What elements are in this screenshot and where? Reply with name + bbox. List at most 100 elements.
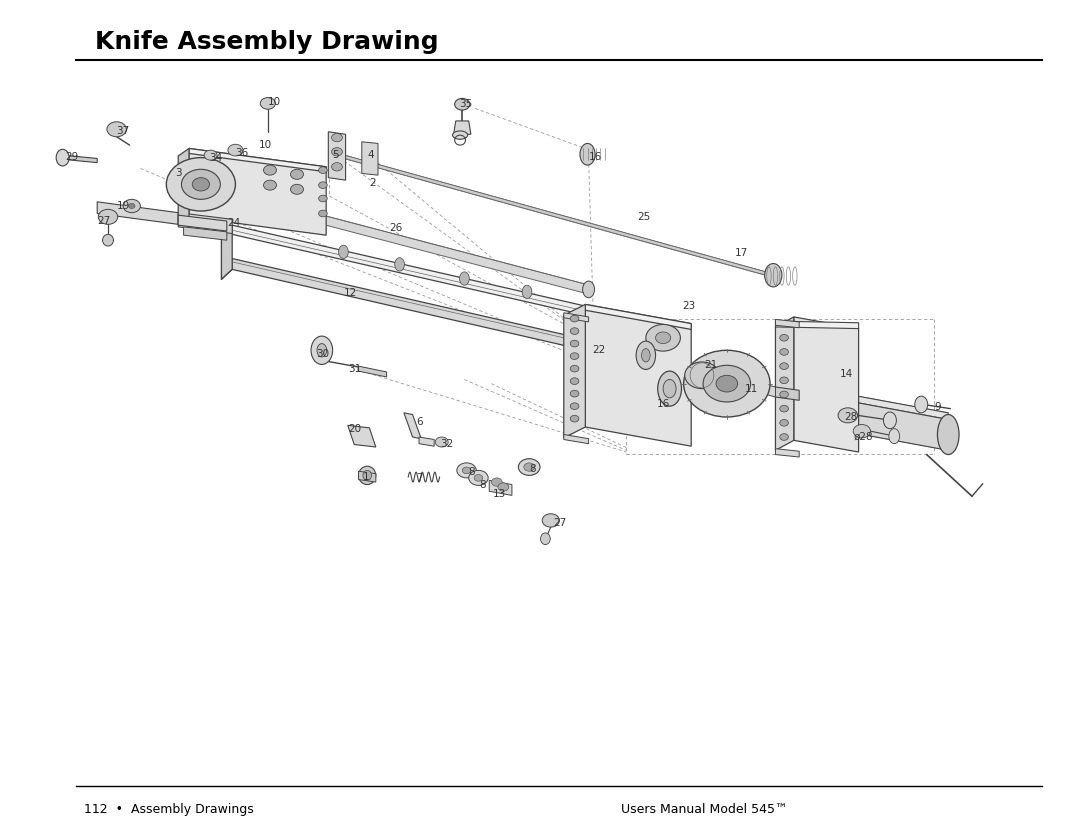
Text: 17: 17 <box>734 248 747 258</box>
Circle shape <box>780 405 788 412</box>
Text: 24: 24 <box>227 218 240 228</box>
Ellipse shape <box>792 389 807 421</box>
Circle shape <box>570 415 579 422</box>
Circle shape <box>166 158 235 211</box>
Text: 30: 30 <box>316 349 329 359</box>
Circle shape <box>469 470 488 485</box>
Ellipse shape <box>460 272 469 285</box>
Text: 23: 23 <box>683 301 696 311</box>
Text: 22: 22 <box>592 345 605 355</box>
Text: 8: 8 <box>469 467 475 477</box>
Circle shape <box>319 195 327 202</box>
Circle shape <box>542 514 559 527</box>
Text: 14: 14 <box>840 369 853 379</box>
Text: 28: 28 <box>845 412 858 422</box>
Ellipse shape <box>523 285 531 299</box>
Ellipse shape <box>937 414 959 455</box>
Polygon shape <box>178 215 227 231</box>
Text: 27: 27 <box>97 216 110 226</box>
Polygon shape <box>794 317 859 452</box>
Text: 2: 2 <box>369 178 376 188</box>
Circle shape <box>264 180 276 190</box>
Circle shape <box>780 377 788 384</box>
Ellipse shape <box>582 281 595 298</box>
Circle shape <box>518 459 540 475</box>
Text: 10: 10 <box>268 97 281 107</box>
Circle shape <box>474 475 483 481</box>
Text: 29: 29 <box>65 152 78 162</box>
Polygon shape <box>97 202 178 224</box>
Polygon shape <box>359 366 387 377</box>
Polygon shape <box>184 227 227 240</box>
Polygon shape <box>585 304 691 329</box>
Circle shape <box>570 353 579 359</box>
Ellipse shape <box>915 396 928 413</box>
Ellipse shape <box>103 234 113 246</box>
Circle shape <box>107 122 126 137</box>
Polygon shape <box>232 259 585 350</box>
Ellipse shape <box>636 341 656 369</box>
Text: 25: 25 <box>637 212 650 222</box>
Circle shape <box>204 150 217 160</box>
Circle shape <box>129 203 135 208</box>
Circle shape <box>570 315 579 322</box>
Polygon shape <box>262 200 590 294</box>
Text: 16: 16 <box>589 152 602 162</box>
Polygon shape <box>348 425 376 447</box>
Text: 9: 9 <box>934 402 941 412</box>
Circle shape <box>435 437 448 447</box>
Circle shape <box>455 98 470 110</box>
Circle shape <box>524 463 535 471</box>
Polygon shape <box>751 380 775 397</box>
Circle shape <box>780 349 788 355</box>
Text: 35: 35 <box>459 99 472 109</box>
Ellipse shape <box>395 258 405 271</box>
Circle shape <box>780 391 788 398</box>
Polygon shape <box>489 480 512 495</box>
Circle shape <box>716 375 738 392</box>
Circle shape <box>260 98 275 109</box>
Circle shape <box>264 165 276 175</box>
Polygon shape <box>775 449 799 457</box>
Text: ø28: ø28 <box>853 432 873 442</box>
Circle shape <box>570 390 579 397</box>
Text: 27: 27 <box>553 518 566 528</box>
Text: 32: 32 <box>441 439 454 449</box>
Ellipse shape <box>260 193 275 215</box>
Polygon shape <box>775 387 799 400</box>
Polygon shape <box>63 155 97 163</box>
Circle shape <box>685 362 719 389</box>
Polygon shape <box>332 152 772 277</box>
Text: 8: 8 <box>480 480 486 490</box>
Text: 19: 19 <box>117 201 130 211</box>
Circle shape <box>570 340 579 347</box>
Circle shape <box>570 328 579 334</box>
Text: 31: 31 <box>348 364 361 374</box>
Ellipse shape <box>318 344 326 357</box>
Ellipse shape <box>311 336 333 364</box>
Polygon shape <box>189 148 326 172</box>
Circle shape <box>228 144 243 156</box>
Text: 10: 10 <box>259 140 272 150</box>
Text: 6: 6 <box>416 417 422 427</box>
Polygon shape <box>362 142 378 175</box>
Text: 16: 16 <box>657 399 670 409</box>
Text: 5: 5 <box>333 150 339 160</box>
Text: 112  •  Assembly Drawings: 112 • Assembly Drawings <box>84 802 254 816</box>
Circle shape <box>462 467 471 474</box>
Text: 1: 1 <box>363 472 369 482</box>
Ellipse shape <box>883 412 896 429</box>
Circle shape <box>646 324 680 351</box>
Circle shape <box>123 199 140 213</box>
Text: Knife Assembly Drawing: Knife Assembly Drawing <box>95 30 438 54</box>
Text: 34: 34 <box>210 153 222 163</box>
Ellipse shape <box>663 379 676 398</box>
Ellipse shape <box>339 245 348 259</box>
Text: 11: 11 <box>745 384 758 394</box>
Circle shape <box>570 403 579 409</box>
Circle shape <box>457 463 476 478</box>
Polygon shape <box>564 313 589 322</box>
Circle shape <box>703 365 751 402</box>
Ellipse shape <box>540 533 551 545</box>
Polygon shape <box>775 317 794 450</box>
